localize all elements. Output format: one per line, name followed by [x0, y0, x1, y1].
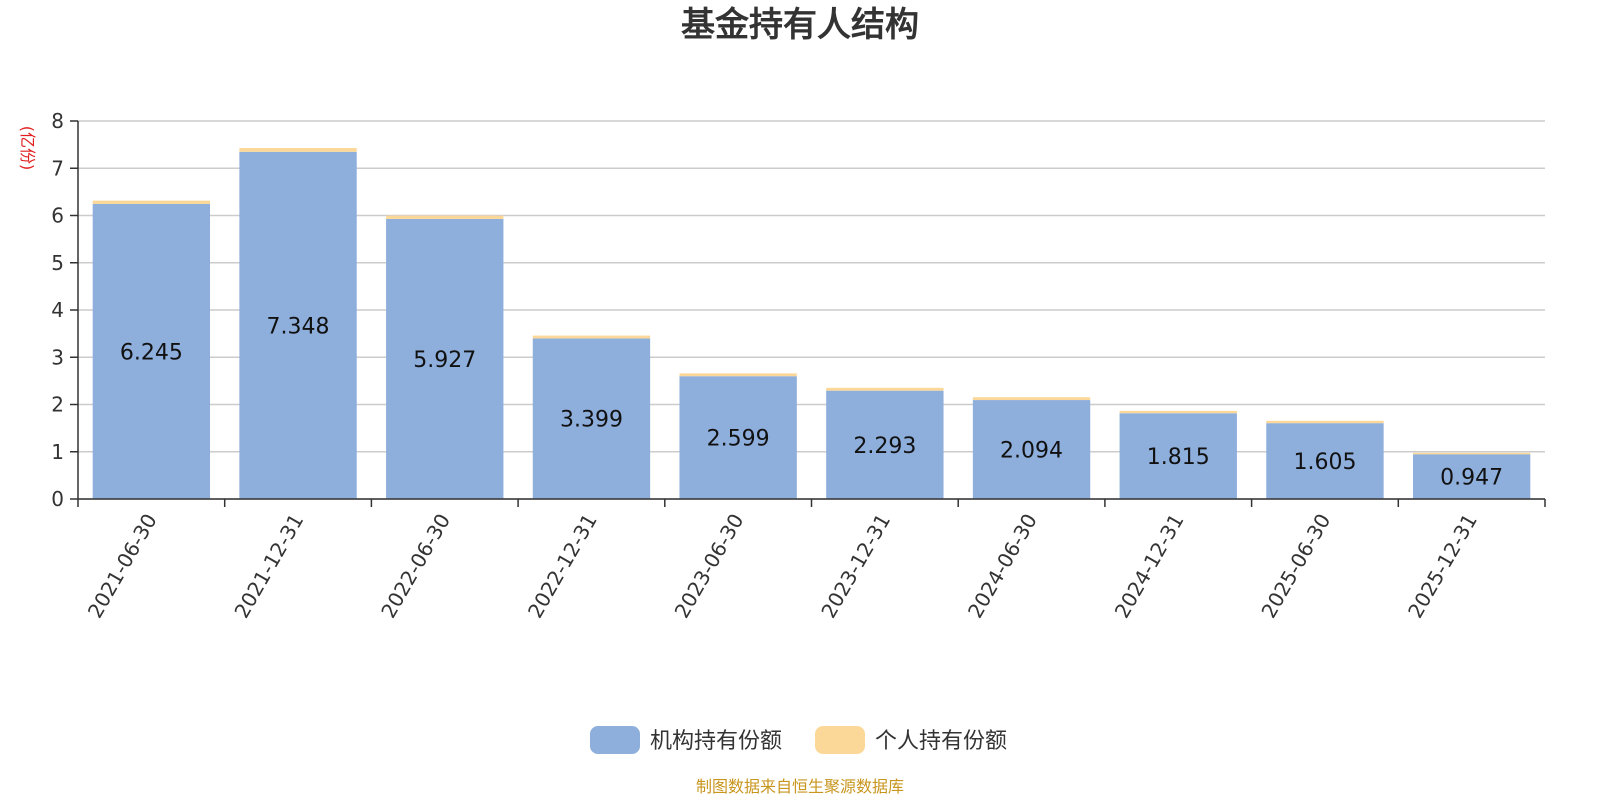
bar-institutional	[386, 218, 504, 499]
data-label: 2.094	[1000, 439, 1063, 464]
data-label: 1.815	[1147, 445, 1210, 470]
y-tick-labels: 0 1 2 3 4 5 6 7 8	[51, 109, 64, 511]
bar-individual	[386, 215, 504, 219]
legend-label: 机构持有份额	[650, 729, 782, 754]
bar-institutional	[1119, 413, 1237, 499]
y-tick-label: 5	[51, 251, 64, 275]
y-tick-label: 6	[51, 204, 64, 228]
x-tick-label: 2023-06-30	[670, 510, 749, 623]
x-tick-label: 2021-06-30	[83, 510, 162, 623]
data-label: 1.605	[1293, 450, 1356, 475]
bar-institutional	[1266, 423, 1384, 499]
data-label: 3.399	[560, 408, 623, 433]
x-tick-label: 2023-12-31	[816, 510, 895, 623]
x-tick-label: 2024-06-30	[963, 510, 1042, 623]
data-label: 6.245	[120, 340, 183, 365]
data-label: 7.348	[267, 314, 330, 339]
bar-individual	[1412, 452, 1531, 455]
y-tick-label: 8	[51, 109, 64, 133]
legend-label: 个人持有份额	[875, 729, 1007, 754]
x-tick-labels: 2021-06-30 2021-12-31 2022-06-30 2022-12-31…	[83, 510, 1482, 623]
bars-group	[92, 148, 1531, 499]
x-tick-label: 2025-06-30	[1256, 510, 1335, 623]
y-tick-label: 4	[51, 298, 64, 322]
bar-institutional	[92, 203, 211, 499]
x-tick-label: 2022-12-31	[523, 510, 602, 623]
bar-individual	[92, 200, 211, 204]
legend: 机构持有份额 个人持有份额	[590, 726, 1007, 754]
data-label: 0.947	[1440, 466, 1503, 491]
x-tick-label: 2025-12-31	[1403, 510, 1482, 623]
bar-individual	[826, 387, 944, 391]
bar-individual	[679, 373, 797, 377]
bar-institutional	[1412, 454, 1531, 499]
bar-institutional	[972, 400, 1091, 499]
bar-individual	[239, 148, 357, 152]
axes	[70, 120, 1546, 507]
bar-individual	[972, 397, 1091, 401]
y-axis-unit: (亿份)	[18, 126, 37, 171]
data-labels: 6.245 7.348 5.927 3.399 2.599 2.293 2.094 1.815…	[120, 314, 1503, 490]
x-tick-label: 2022-06-30	[376, 510, 455, 623]
source-note: 制图数据来自恒生聚源数据库	[696, 777, 904, 796]
legend-swatch	[815, 726, 865, 754]
data-label: 2.293	[853, 434, 916, 459]
y-tick-label: 7	[51, 156, 64, 180]
bar-institutional	[679, 376, 797, 499]
y-tick-label: 0	[51, 487, 64, 511]
bar-individual	[532, 335, 651, 339]
bar-institutional	[826, 390, 944, 499]
legend-swatch	[590, 726, 640, 754]
bar-individual	[1266, 420, 1384, 424]
bar-institutional	[239, 151, 357, 499]
x-tick-label: 2024-12-31	[1110, 510, 1189, 623]
y-tick-label: 2	[51, 393, 64, 417]
bar-individual	[1119, 410, 1237, 414]
y-tick-label: 3	[51, 345, 64, 369]
data-label: 5.927	[413, 348, 476, 373]
bar-institutional	[532, 338, 651, 499]
x-tick-label: 2021-12-31	[229, 510, 308, 623]
chart-title: 基金持有人结构	[681, 5, 919, 45]
y-tick-label: 1	[51, 440, 64, 464]
data-label: 2.599	[707, 427, 770, 452]
